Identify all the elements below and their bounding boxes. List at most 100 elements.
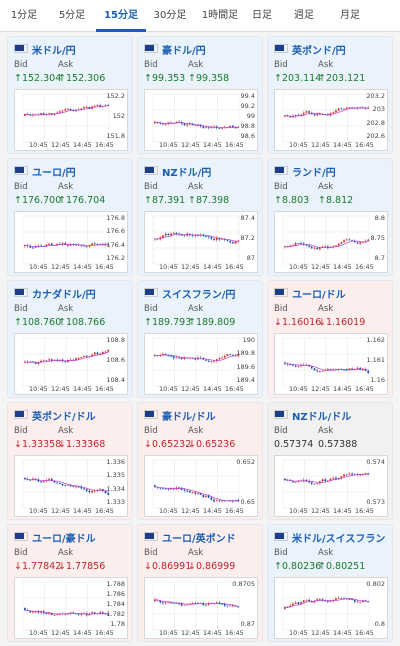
x-tick-label: 12:45 [51,629,70,637]
pair-card[interactable]: ユーロ/ドル Bid Ask ↓1.16016 ↓1.16019 1.162 1.161 1.… [267,280,393,398]
price-chart[interactable]: 108.8 108.6 108.4 10:45 12:45 14:45 16:45 [14,333,128,395]
pair-name[interactable]: カナダドル/円 [32,290,96,301]
tab-5[interactable]: 日足 [252,10,272,21]
candle-body [332,112,335,114]
candle-body [310,482,313,484]
pair-card[interactable]: NZドル/ドル Bid Ask 0.57374 0.57388 0.574 0.573 10:… [267,402,393,520]
candle-body [96,352,99,355]
candle-body [335,598,337,601]
pair-card[interactable]: 英ポンド/円 Bid Ask ↑203.114 ↑203.121 203.2 203 202.… [267,36,393,154]
pair-name[interactable]: 豪ドル/ドル [162,412,216,423]
price-chart[interactable]: 176.8 176.6 176.4 176.2 10:45 12:45 14:45 16:45 [14,211,128,273]
pair-name[interactable]: NZドル/ドル [292,412,352,423]
pair-name[interactable]: 英ポンド/ドル [32,412,96,423]
pair-card[interactable]: 英ポンド/ドル Bid Ask ↓1.33358 ↓1.33368 1.336 1.335 1… [7,402,133,520]
pair-card[interactable]: ユーロ/豪ドル Bid Ask ↓1.77842 ↓1.77856 1.788 1.786 1… [7,524,133,642]
y-tick-label: 0.8 [374,620,385,628]
pair-name[interactable]: 米ドル/スイスフラン [292,534,386,545]
pair-name[interactable]: ランド/円 [292,168,336,179]
candle-body [351,368,353,370]
pair-name[interactable]: ユーロ/ドル [292,290,346,301]
candle-body [221,603,223,605]
pair-name[interactable]: ユーロ/円 [32,168,76,179]
flag-icon [274,532,288,541]
price-chart[interactable]: 99.4 99.2 99 98.8 98.6 10:45 12:45 14:45 16:45 [144,89,258,151]
price-chart[interactable]: 0.802 0.8 10:45 12:45 14:45 16:45 [274,577,388,639]
candle-body [50,479,53,481]
price-chart[interactable]: 87.4 87.2 87 10:45 12:45 14:45 16:45 [144,211,258,273]
candle-body [32,247,34,249]
candle-body [178,234,180,235]
price-chart[interactable]: 0.652 0.65 10:45 12:45 14:45 16:45 [144,455,258,517]
price-chart[interactable]: 190 189.8 189.6 189.4 10:45 12:45 14:45 16:45 [144,333,258,395]
candle-body [37,362,40,364]
candle-body [205,495,207,497]
pair-name[interactable]: スイスフラン/円 [162,290,236,301]
candle-body [154,485,156,487]
pair-card[interactable]: 豪ドル/円 Bid Ask ↑99.353 ↑99.358 99.4 99.2 99 98.8 9… [137,36,263,154]
pair-card[interactable]: ユーロ/円 Bid Ask ↑176.700 ↑176.704 176.8 176.6 176… [7,158,133,276]
tab-3[interactable]: 30分足 [153,10,187,21]
tab-6[interactable]: 週足 [294,10,314,21]
tab-0[interactable]: 1分足 [10,10,38,21]
candlestick-svg [282,581,370,631]
candle-body [351,473,353,475]
candle-body [218,358,221,360]
candle-body [85,106,88,108]
ask-value: ↑99.358 [188,73,230,84]
pair-card[interactable]: 米ドル/円 Bid Ask ↑152.304 ↑152.306 152.2 152 151.8… [7,36,133,154]
tab-1[interactable]: 5分足 [58,10,86,21]
y-tick-label: 87 [246,254,255,262]
pair-card[interactable]: ランド/円 Bid Ask ↑8.803 ↑8.812 8.8 8.75 8.7 10:45 12… [267,158,393,276]
candle-body [93,490,96,492]
candle-body [56,112,59,114]
candle-body [351,240,353,242]
x-tick-label: 14:45 [203,385,222,393]
candle-body [335,477,337,479]
candle-body [364,369,367,371]
pair-card[interactable]: カナダドル/円 Bid Ask ↑108.760 ↑108.766 108.8 108.6 1… [7,280,133,398]
pair-name[interactable]: ユーロ/豪ドル [32,534,96,545]
pair-name[interactable]: NZドル/円 [162,168,212,179]
pair-name[interactable]: 米ドル/円 [32,46,76,57]
candle-body [101,352,104,354]
candle-body [69,484,72,487]
price-chart[interactable]: 203.2 203 202.8 202.6 10:45 12:45 14:45 16:45 [274,89,388,151]
pair-card[interactable]: 米ドル/スイスフラン Bid Ask ↑0.80236 ↑0.80251 0.802 0.8… [267,524,393,642]
tab-7[interactable]: 月足 [340,10,360,21]
bid-value: ↓1.33358 [14,439,62,450]
pair-name[interactable]: 英ポンド/円 [292,46,346,57]
pair-card[interactable]: ユーロ/英ポンド Bid Ask ↓0.86991 ↓0.86999 0.8705 0.87… [137,524,263,642]
candle-body [80,108,83,110]
candle-body [183,357,186,360]
y-tick-label: 189.8 [236,349,255,358]
y-tick-label: 176.2 [106,254,125,262]
tab-4[interactable]: 1時間足 [201,10,239,21]
price-chart[interactable]: 0.8705 0.87 10:45 12:45 14:45 16:45 [144,577,258,639]
candle-body [313,483,316,485]
candle-body [356,242,359,244]
pair-card[interactable]: 豪ドル/ドル Bid Ask ↓0.65232 ↓0.65236 0.652 0.65 10:… [137,402,263,520]
flag-icon [144,166,158,175]
bid-value: ↑99.353 [144,73,186,84]
pair-name[interactable]: ユーロ/英ポンド [162,534,236,545]
pair-card[interactable]: NZドル/円 Bid Ask ↑87.391 ↑87.398 87.4 87.2 87 10:4… [137,158,263,276]
price-chart[interactable]: 152.2 152 151.8 10:45 12:45 14:45 16:45 [14,89,128,151]
price-chart[interactable]: 1.336 1.335 1.334 1.333 10:45 12:45 14:45 16:45 [14,455,128,517]
price-chart[interactable]: 8.8 8.75 8.7 10:45 12:45 14:45 16:45 [274,211,388,273]
x-tick-label: 12:45 [181,263,200,271]
candle-body [188,233,191,235]
candle-body [218,237,221,240]
price-chart[interactable]: 1.162 1.161 1.16 10:45 12:45 14:45 16:45 [274,333,388,395]
tab-2[interactable]: 15分足 [96,0,146,32]
pair-name[interactable]: 豪ドル/円 [162,46,206,57]
candle-body [207,127,210,129]
price-chart[interactable]: 0.574 0.573 10:45 12:45 14:45 16:45 [274,455,388,517]
candle-body [40,113,42,115]
candlestick-svg [282,337,370,387]
x-tick-label: 10:45 [159,141,178,149]
candle-body [80,357,83,359]
candle-body [80,487,83,489]
price-chart[interactable]: 1.788 1.786 1.784 1.782 1.78 10:45 12:45 14:45 1… [14,577,128,639]
pair-card[interactable]: スイスフラン/円 Bid Ask ↑189.793 ↑189.809 190 189.8 18… [137,280,263,398]
